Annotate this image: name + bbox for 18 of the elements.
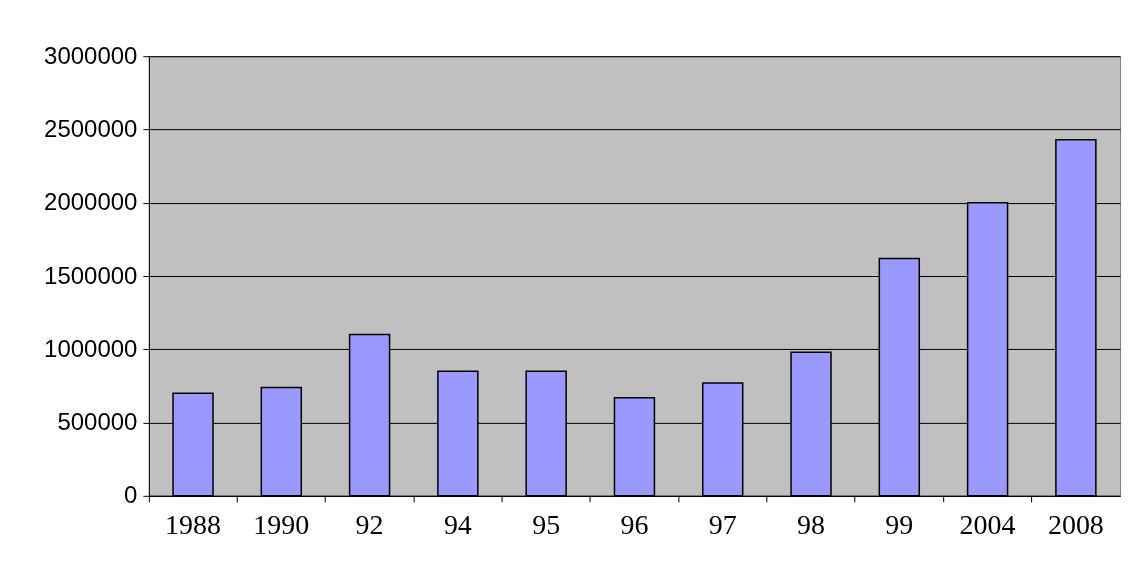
y-tick-label: 0 [124, 481, 138, 509]
y-tick-label: 1000000 [44, 334, 138, 362]
x-tick-label: 98 [797, 509, 825, 541]
x-tick-label: 1988 [165, 509, 221, 541]
x-tick-label: 2004 [959, 509, 1016, 541]
x-tick-label: 1990 [253, 509, 310, 541]
x-tick-label: 96 [620, 509, 649, 541]
x-tick-label: 95 [532, 509, 561, 541]
x-tick-label: 99 [885, 509, 914, 541]
y-tick-label: 2000000 [44, 188, 138, 216]
y-tick-label: 3000000 [44, 41, 138, 69]
y-tick-label: 1500000 [44, 261, 138, 289]
y-tick-label: 2500000 [44, 114, 138, 142]
x-tick-label: 2008 [1047, 509, 1104, 541]
x-tick-label: 97 [708, 509, 737, 541]
x-tick-label: 92 [355, 509, 384, 541]
y-tick-label: 500000 [57, 408, 138, 436]
x-tick-label: 94 [443, 509, 472, 541]
